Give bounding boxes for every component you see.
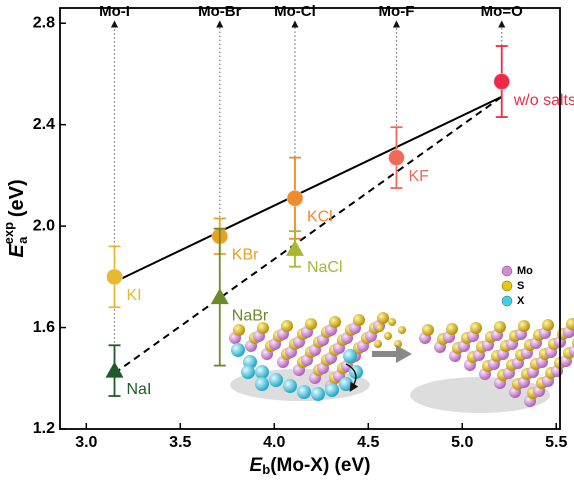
legend-swatch <box>501 280 513 292</box>
atom <box>384 332 392 340</box>
atom <box>542 319 554 331</box>
data-point <box>210 288 229 305</box>
x-tick-label: 5.0 <box>451 434 473 451</box>
y-tick-label: 2.8 <box>33 14 55 31</box>
y-tick-label: 1.2 <box>33 420 55 437</box>
atom <box>566 318 574 330</box>
point-label: KI <box>127 287 142 304</box>
point-label: w/o salts <box>513 92 574 109</box>
atom <box>339 377 353 391</box>
x-label-rest: (Mo-X) (eV) <box>270 455 370 476</box>
atom <box>518 320 530 332</box>
atom <box>305 318 317 330</box>
top-label: Mo-I <box>99 3 130 20</box>
y-label-sub: a <box>15 236 30 244</box>
y-tick-label: 2.0 <box>33 217 55 234</box>
top-label: Mo=O <box>481 3 523 20</box>
top-label: Mo-F <box>379 3 415 20</box>
legend-swatch <box>501 265 513 277</box>
y-label-sup: exp <box>1 222 16 244</box>
atom <box>297 385 311 399</box>
fit-line <box>114 95 503 283</box>
legend-label: Mo <box>517 265 533 277</box>
atom <box>422 324 434 336</box>
point-label: KBr <box>232 246 259 263</box>
atom <box>446 323 458 335</box>
top-label: Mo-Br <box>198 3 241 20</box>
atom <box>377 312 389 324</box>
atom <box>374 340 382 348</box>
atom <box>343 349 357 363</box>
data-point <box>285 239 304 256</box>
curve-arrow <box>345 363 359 392</box>
atom <box>470 322 482 334</box>
atom <box>353 314 365 326</box>
y-label-symbol: E <box>6 244 28 258</box>
y-axis-label: Eexpa (eV) <box>1 179 30 257</box>
atom <box>376 324 384 332</box>
atom <box>569 345 574 357</box>
plot-frame <box>59 7 561 430</box>
atom <box>325 383 339 397</box>
atom <box>311 387 325 401</box>
atom <box>233 324 245 336</box>
big-arrow <box>372 345 412 363</box>
atom <box>257 322 269 334</box>
data-point <box>105 361 124 378</box>
data-point <box>106 268 124 286</box>
atom <box>283 379 297 393</box>
fit-line <box>113 95 503 375</box>
x-tick-label: 3.0 <box>75 434 97 451</box>
y-tick-label: 1.6 <box>33 319 55 336</box>
x-label-sub: b <box>262 462 270 477</box>
point-label: KCl <box>307 208 333 225</box>
x-axis-label: Eb(Mo-X) (eV) <box>250 455 371 477</box>
legend-label: S <box>517 280 524 292</box>
point-label: NaCl <box>307 259 343 276</box>
atom <box>255 377 269 391</box>
atom <box>231 343 245 357</box>
atom <box>241 365 255 379</box>
atom <box>269 373 283 387</box>
atom <box>281 320 293 332</box>
atom <box>398 326 406 334</box>
data-point <box>286 189 304 207</box>
legend-label: X <box>517 295 525 307</box>
data-point <box>493 73 511 91</box>
point-label: KF <box>408 168 429 185</box>
atom <box>494 321 506 333</box>
y-label-rest: (eV) <box>6 179 28 222</box>
legend-swatch <box>501 295 513 307</box>
x-tick-label: 5.5 <box>545 434 567 451</box>
atom <box>255 365 269 379</box>
top-label: Mo-Cl <box>274 3 316 20</box>
atom <box>329 316 341 328</box>
point-label: NaI <box>127 381 152 398</box>
x-label-symbol: E <box>250 455 264 476</box>
y-tick-label: 2.4 <box>33 116 55 133</box>
point-label: NaBr <box>232 307 269 324</box>
x-tick-label: 3.5 <box>169 434 191 451</box>
data-point <box>387 149 405 167</box>
x-tick-label: 4.0 <box>263 434 285 451</box>
x-tick-label: 4.5 <box>357 434 379 451</box>
atom <box>388 318 396 326</box>
